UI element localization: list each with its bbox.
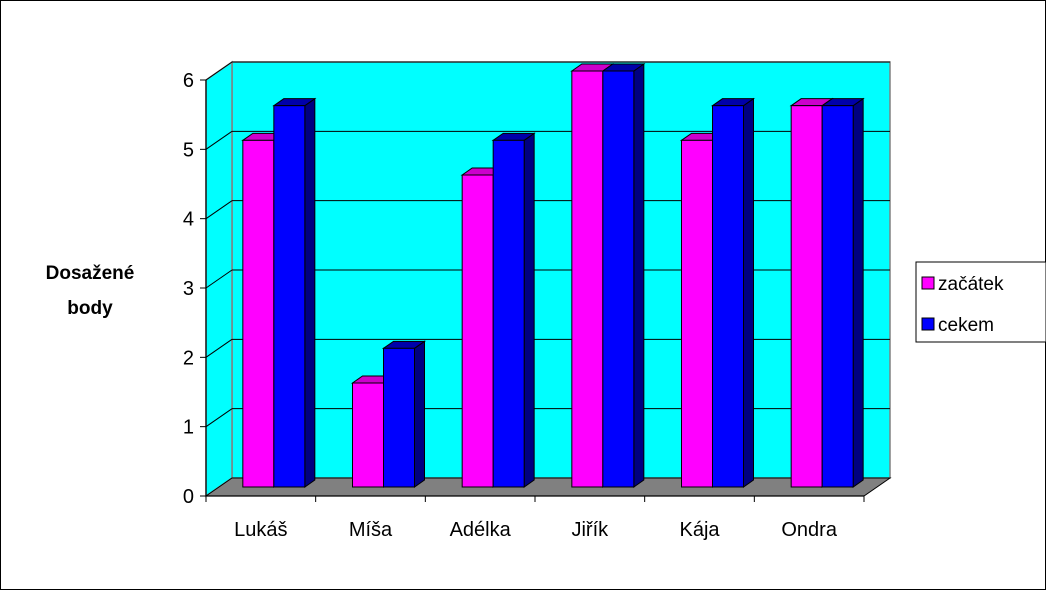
bar-side	[304, 97, 316, 488]
bar-side	[633, 63, 645, 488]
y-tick-label: 4	[183, 209, 194, 231]
bar	[381, 340, 427, 488]
bar-side	[743, 97, 754, 488]
x-tick-label: Jiřík	[571, 519, 609, 541]
gridline-side	[205, 338, 233, 358]
bar-side	[523, 132, 535, 488]
legend: začátek cekem	[915, 261, 1046, 343]
x-tick-label: Míša	[349, 519, 393, 541]
gridline-side	[205, 61, 233, 81]
bar-front	[712, 105, 744, 488]
bar-front	[681, 139, 713, 488]
y-tick-label: 1	[183, 417, 194, 439]
legend-label-cekem: cekem	[938, 315, 994, 336]
bar-front	[242, 139, 275, 488]
bar-front	[602, 70, 635, 488]
x-tick-label: Lukáš	[234, 519, 287, 541]
x-tick-label: Adélka	[450, 519, 512, 541]
bar-front	[571, 70, 604, 488]
bar-side	[852, 97, 864, 488]
x-tick-label: Ondra	[781, 519, 837, 541]
bar-front	[821, 105, 854, 488]
bars-layer	[241, 63, 865, 488]
gridline-side	[205, 269, 233, 289]
y-tick-label: 0	[183, 486, 194, 508]
y-axis-title-line-1: Dosažené	[46, 263, 135, 284]
legend-box	[915, 261, 1046, 343]
bar-front	[461, 174, 494, 488]
y-tick-label: 5	[183, 139, 194, 161]
bar	[710, 97, 756, 488]
y-axis-title-line-2: body	[67, 298, 113, 319]
gridline-side	[205, 408, 233, 428]
bar	[820, 97, 865, 488]
bar	[491, 132, 536, 488]
bar-front	[352, 382, 384, 488]
axes-layer: 0 1 2 3 4 5 6 Lukáš Míša Adélka Jiřík Kája Ondra	[183, 70, 865, 541]
bar-front	[383, 347, 415, 488]
y-tick-label: 6	[183, 70, 194, 92]
bar-front	[273, 105, 306, 488]
y-tick-label: 2	[183, 347, 194, 369]
gridline-side	[205, 130, 233, 150]
bar-front	[492, 139, 525, 488]
bar	[601, 63, 646, 488]
legend-swatch-cekem	[921, 317, 935, 331]
legend-label-zacatek: začátek	[938, 274, 1004, 295]
x-tick-label: Kája	[679, 519, 720, 541]
bar-front	[790, 105, 823, 488]
y-axis-title: Dosažené body	[46, 263, 135, 319]
legend-swatch-zacatek	[921, 276, 935, 290]
y-tick-label: 3	[183, 278, 194, 300]
bar	[272, 97, 317, 488]
gridline-side	[205, 200, 233, 220]
bar-side	[414, 340, 425, 488]
